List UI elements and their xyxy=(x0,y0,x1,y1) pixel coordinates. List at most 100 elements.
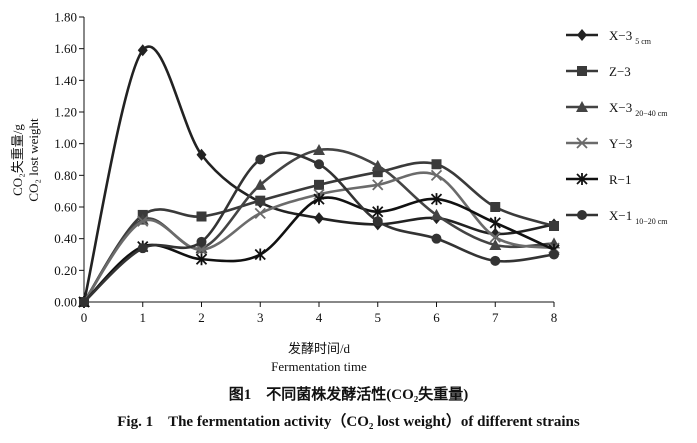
data-point xyxy=(431,233,442,244)
data-point xyxy=(137,243,148,254)
legend-label: X−1 10−20 cm xyxy=(609,208,668,226)
x-tick-label: 5 xyxy=(375,310,382,325)
x-tick-label: 2 xyxy=(198,310,205,325)
legend-label: Y−3 xyxy=(609,136,632,151)
data-point xyxy=(489,231,501,243)
legend-item: Z−3 xyxy=(566,64,631,79)
data-point xyxy=(430,169,443,181)
y-tick-label: 1.00 xyxy=(54,136,77,151)
legend-label: X−3 5 cm xyxy=(609,28,652,46)
legend-marker xyxy=(576,137,588,149)
legend-label-subscript: 20−40 cm xyxy=(635,109,668,118)
data-point xyxy=(254,248,266,261)
series-line xyxy=(82,148,555,303)
data-point xyxy=(137,215,149,227)
figure-caption-zh: 图1 不同菌株发酵活性(CO₂失重量) xyxy=(228,387,469,403)
legend-marker xyxy=(577,210,587,220)
legend-label-name: Z−3 xyxy=(609,64,631,79)
data-point xyxy=(372,205,384,218)
data-point-stroke xyxy=(137,215,149,227)
series-1 xyxy=(79,44,559,308)
y-tick-label: 1.20 xyxy=(54,105,77,120)
legend-label-subscript: 5 cm xyxy=(635,37,652,46)
legend-item: X−1 10−20 cm xyxy=(566,208,668,226)
data-point xyxy=(195,253,208,266)
data-point xyxy=(549,221,559,231)
line-chart: 0.00 0.20 0.40 0.60 0.80 1.00 1.20 1.40 1.60 1.80… xyxy=(10,10,668,375)
series-6 xyxy=(79,151,559,307)
data-point xyxy=(549,249,559,260)
data-point xyxy=(196,236,207,247)
data-point xyxy=(255,154,266,165)
data-point xyxy=(372,179,384,191)
data-point-stroke xyxy=(489,231,501,243)
series-4 xyxy=(78,169,560,308)
legend-label-name: R−1 xyxy=(609,172,632,187)
x-tick-label: 1 xyxy=(140,310,147,325)
data-point xyxy=(314,179,324,190)
data-point xyxy=(314,159,324,170)
data-point xyxy=(490,255,501,266)
legend-label: R−1 xyxy=(609,172,632,187)
series-line xyxy=(82,45,555,303)
series-2 xyxy=(79,159,559,307)
y-tick-label: 0.20 xyxy=(54,263,77,278)
legend-label-name: X−1 xyxy=(609,208,632,223)
data-point xyxy=(430,193,443,206)
data-point-stroke xyxy=(195,244,208,256)
data-point xyxy=(314,212,324,225)
x-axis-title-en: Fermentation time xyxy=(271,359,367,374)
data-point xyxy=(196,211,207,222)
legend-item: X−3 5 cm xyxy=(566,28,652,46)
series-line xyxy=(83,151,555,303)
data-point xyxy=(254,207,266,219)
data-point-stroke xyxy=(254,207,266,219)
y-tick-label: 0.80 xyxy=(54,168,77,183)
x-tick-label: 3 xyxy=(257,310,264,325)
x-tick-label: 8 xyxy=(551,310,558,325)
data-point xyxy=(490,202,501,212)
x-tick-label: 0 xyxy=(81,310,88,325)
data-point xyxy=(372,216,383,227)
data-point xyxy=(195,244,208,256)
data-point xyxy=(79,297,89,307)
legend-label-name: Y−3 xyxy=(609,136,632,151)
y-tick-label: 0.60 xyxy=(54,200,77,215)
data-point xyxy=(137,44,148,57)
data-point xyxy=(371,159,384,171)
y-tick-label: 1.80 xyxy=(54,10,77,25)
legend-item: R−1 xyxy=(566,172,632,187)
legend-marker xyxy=(577,29,587,41)
data-point xyxy=(196,148,207,161)
data-point-stroke xyxy=(372,179,384,191)
y-tick-label: 1.60 xyxy=(54,41,77,56)
legend-label: X−3 20−40 cm xyxy=(609,100,668,118)
legend-marker xyxy=(576,173,588,185)
series-line xyxy=(82,171,555,303)
figure-caption-en: Fig. 1 The fermentation activity（CO₂ los… xyxy=(117,414,580,430)
x-axis-title-zh: 发酵时间/d xyxy=(288,341,351,356)
y-tick-label: 0.00 xyxy=(54,295,77,310)
data-point xyxy=(430,208,443,220)
data-point-stroke xyxy=(430,169,443,181)
data-point xyxy=(372,167,383,178)
legend-label-subscript: 10−20 cm xyxy=(635,217,668,226)
data-point xyxy=(255,195,266,206)
y-tick-label: 0.40 xyxy=(54,231,77,246)
legend-label-name: X−3 xyxy=(609,100,632,115)
x-tick-label: 7 xyxy=(492,310,499,325)
legend-marker-stroke xyxy=(576,137,588,149)
legend-marker xyxy=(576,101,588,112)
legend-label: Z−3 xyxy=(609,64,631,79)
legend-label-name: X−3 xyxy=(609,28,632,43)
data-point xyxy=(489,239,502,250)
data-point xyxy=(431,159,442,170)
data-point xyxy=(313,193,325,206)
y-axis-title-en: CO₂ lost weight xyxy=(26,118,41,202)
data-point xyxy=(489,216,501,229)
legend-marker xyxy=(577,66,587,76)
legend-item: X−3 20−40 cm xyxy=(566,100,668,118)
x-tick-label: 4 xyxy=(316,310,323,325)
y-tick-label: 1.40 xyxy=(54,73,77,88)
